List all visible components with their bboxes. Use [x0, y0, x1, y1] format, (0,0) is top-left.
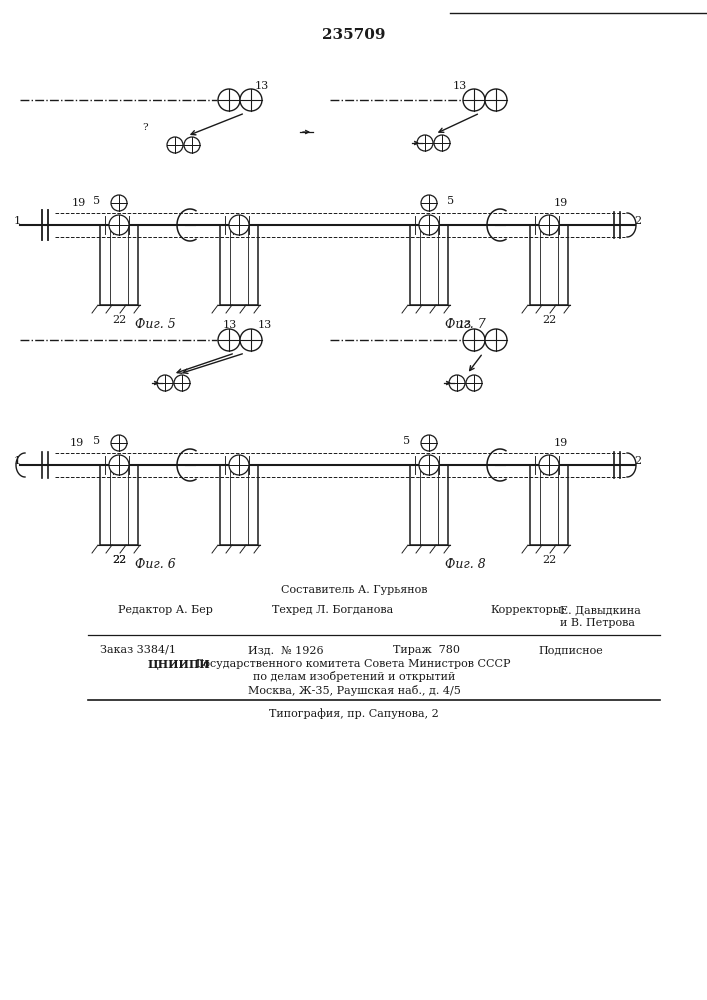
Circle shape: [184, 137, 200, 153]
Circle shape: [421, 435, 437, 451]
Circle shape: [111, 435, 127, 451]
Text: 1: 1: [13, 216, 21, 226]
Text: Москва, Ж-35, Раушская наб., д. 4/5: Москва, Ж-35, Раушская наб., д. 4/5: [247, 684, 460, 696]
Circle shape: [485, 329, 507, 351]
Text: 2: 2: [634, 216, 641, 226]
Text: 2: 2: [634, 456, 641, 466]
Text: по делам изобретений и открытий: по делам изобретений и открытий: [253, 672, 455, 682]
Text: 5: 5: [404, 436, 411, 446]
Text: и В. Петрова: и В. Петрова: [560, 618, 635, 628]
Text: 22: 22: [112, 315, 126, 325]
Circle shape: [463, 89, 485, 111]
Text: 5: 5: [93, 436, 100, 446]
Circle shape: [111, 195, 127, 211]
Circle shape: [229, 455, 249, 475]
Text: Фиг. 5: Фиг. 5: [134, 318, 175, 332]
Bar: [100, 225, 138, 305]
Circle shape: [240, 89, 262, 111]
Bar: [220, 225, 258, 305]
Circle shape: [229, 215, 249, 235]
Text: 19: 19: [72, 198, 86, 208]
Text: 22: 22: [112, 555, 126, 565]
Text: Фиг. 8: Фиг. 8: [445, 558, 486, 572]
Circle shape: [463, 329, 485, 351]
Circle shape: [109, 215, 129, 235]
Circle shape: [539, 455, 559, 475]
Bar: [410, 465, 448, 545]
Circle shape: [419, 455, 439, 475]
Text: 13: 13: [458, 320, 472, 330]
Text: 13: 13: [223, 320, 237, 330]
Text: ?: ?: [142, 122, 148, 131]
Circle shape: [218, 89, 240, 111]
Circle shape: [466, 375, 482, 391]
Text: Е. Давыдкина: Е. Давыдкина: [560, 605, 641, 615]
Bar: [220, 465, 258, 545]
Circle shape: [417, 135, 433, 151]
Circle shape: [419, 215, 439, 235]
Bar: [530, 465, 568, 545]
Circle shape: [174, 375, 190, 391]
Text: Фиг. 7: Фиг. 7: [445, 318, 486, 332]
Text: ЦНИИПИ: ЦНИИПИ: [148, 658, 211, 670]
Text: Редактор А. Бер: Редактор А. Бер: [118, 605, 213, 615]
Bar: [530, 225, 568, 305]
Text: 13: 13: [453, 81, 467, 91]
Text: 5: 5: [93, 196, 100, 206]
Circle shape: [167, 137, 183, 153]
Circle shape: [157, 375, 173, 391]
Text: 1: 1: [13, 456, 21, 466]
Circle shape: [434, 135, 450, 151]
Circle shape: [421, 195, 437, 211]
Text: Государственного комитета Совета Министров СССР: Государственного комитета Совета Министр…: [196, 659, 510, 669]
Circle shape: [218, 329, 240, 351]
Circle shape: [240, 329, 262, 351]
Circle shape: [109, 455, 129, 475]
Text: 5: 5: [448, 196, 455, 206]
Text: 22: 22: [112, 555, 126, 565]
Text: 235709: 235709: [322, 28, 386, 42]
Text: 19: 19: [70, 438, 84, 448]
Bar: [410, 225, 448, 305]
Text: Составитель А. Гурьянов: Составитель А. Гурьянов: [281, 585, 427, 595]
Text: 22: 22: [542, 555, 556, 565]
Text: Техред Л. Богданова: Техред Л. Богданова: [272, 605, 393, 615]
Text: 19: 19: [554, 438, 568, 448]
Text: Тираж  780: Тираж 780: [393, 645, 460, 655]
Bar: [100, 465, 138, 545]
Text: Фиг. 6: Фиг. 6: [134, 558, 175, 572]
Text: 22: 22: [542, 315, 556, 325]
Text: Заказ 3384/1: Заказ 3384/1: [100, 645, 176, 655]
Text: 13: 13: [255, 81, 269, 91]
Circle shape: [449, 375, 465, 391]
Text: Типография, пр. Сапунова, 2: Типография, пр. Сапунова, 2: [269, 709, 439, 719]
Text: 13: 13: [258, 320, 272, 330]
Text: Подписное: Подписное: [538, 645, 603, 655]
Text: Корректоры:: Корректоры:: [490, 605, 566, 615]
Circle shape: [539, 215, 559, 235]
Text: Изд.  № 1926: Изд. № 1926: [248, 645, 324, 655]
Text: 19: 19: [554, 198, 568, 208]
Circle shape: [485, 89, 507, 111]
